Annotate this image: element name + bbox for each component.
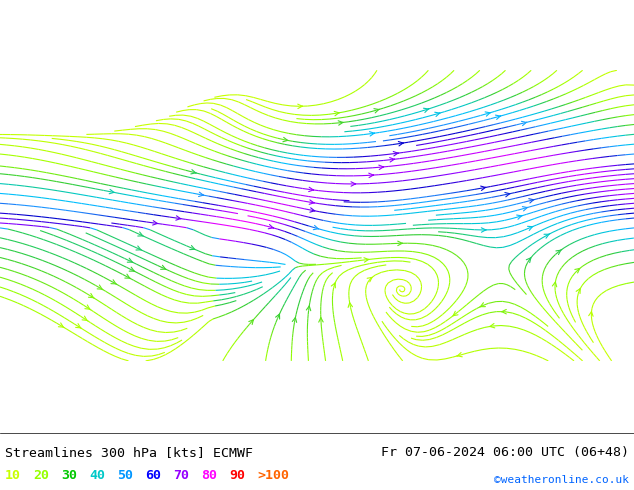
FancyArrowPatch shape — [521, 122, 527, 125]
FancyArrowPatch shape — [435, 112, 440, 117]
Text: >100: >100 — [257, 469, 289, 482]
FancyArrowPatch shape — [198, 192, 204, 196]
Text: 80: 80 — [201, 469, 217, 482]
FancyArrowPatch shape — [517, 215, 522, 219]
FancyArrowPatch shape — [424, 108, 429, 112]
FancyArrowPatch shape — [338, 121, 343, 125]
FancyArrowPatch shape — [393, 151, 398, 156]
FancyArrowPatch shape — [527, 226, 533, 230]
FancyArrowPatch shape — [453, 311, 458, 316]
FancyArrowPatch shape — [495, 115, 501, 120]
FancyArrowPatch shape — [398, 142, 403, 146]
FancyArrowPatch shape — [136, 246, 141, 250]
FancyArrowPatch shape — [82, 316, 88, 321]
FancyArrowPatch shape — [544, 234, 550, 238]
Text: 50: 50 — [117, 469, 133, 482]
FancyArrowPatch shape — [480, 303, 486, 307]
FancyArrowPatch shape — [268, 224, 274, 229]
FancyArrowPatch shape — [75, 323, 82, 328]
FancyArrowPatch shape — [481, 228, 486, 232]
FancyArrowPatch shape — [292, 318, 297, 322]
FancyArrowPatch shape — [390, 158, 394, 162]
FancyArrowPatch shape — [351, 182, 356, 186]
FancyArrowPatch shape — [309, 200, 314, 204]
FancyArrowPatch shape — [367, 277, 372, 282]
FancyArrowPatch shape — [109, 189, 114, 194]
Text: 30: 30 — [61, 469, 77, 482]
FancyArrowPatch shape — [348, 303, 353, 307]
FancyArrowPatch shape — [276, 314, 280, 319]
FancyArrowPatch shape — [306, 306, 311, 311]
FancyArrowPatch shape — [522, 207, 527, 211]
FancyArrowPatch shape — [125, 274, 131, 279]
FancyArrowPatch shape — [283, 137, 288, 142]
FancyArrowPatch shape — [332, 283, 335, 288]
FancyArrowPatch shape — [457, 352, 462, 357]
FancyArrowPatch shape — [589, 312, 593, 317]
FancyArrowPatch shape — [334, 111, 339, 116]
FancyArrowPatch shape — [526, 258, 531, 263]
Text: Streamlines 300 hPa [kts] ECMWF: Streamlines 300 hPa [kts] ECMWF — [5, 446, 253, 459]
Text: 90: 90 — [229, 469, 245, 482]
FancyArrowPatch shape — [160, 265, 166, 270]
FancyArrowPatch shape — [485, 112, 491, 116]
FancyArrowPatch shape — [552, 282, 557, 287]
FancyArrowPatch shape — [501, 310, 507, 314]
FancyArrowPatch shape — [364, 258, 369, 262]
FancyArrowPatch shape — [97, 285, 103, 290]
FancyArrowPatch shape — [313, 225, 319, 230]
FancyArrowPatch shape — [556, 249, 562, 255]
FancyArrowPatch shape — [529, 198, 534, 203]
Text: 70: 70 — [173, 469, 189, 482]
Text: Fr 07-06-2024 06:00 UTC (06+48): Fr 07-06-2024 06:00 UTC (06+48) — [381, 446, 629, 459]
FancyArrowPatch shape — [505, 193, 510, 197]
FancyArrowPatch shape — [191, 170, 196, 174]
FancyArrowPatch shape — [249, 319, 254, 324]
FancyArrowPatch shape — [575, 269, 579, 273]
FancyArrowPatch shape — [176, 216, 181, 220]
FancyArrowPatch shape — [89, 294, 94, 298]
FancyArrowPatch shape — [481, 186, 486, 191]
Text: 10: 10 — [5, 469, 21, 482]
FancyArrowPatch shape — [369, 173, 373, 177]
FancyArrowPatch shape — [129, 267, 135, 271]
FancyArrowPatch shape — [127, 258, 133, 263]
Text: 60: 60 — [145, 469, 161, 482]
FancyArrowPatch shape — [111, 280, 117, 284]
FancyArrowPatch shape — [370, 132, 375, 136]
Text: ©weatheronline.co.uk: ©weatheronline.co.uk — [494, 475, 629, 485]
Text: 20: 20 — [33, 469, 49, 482]
FancyArrowPatch shape — [398, 241, 403, 245]
FancyArrowPatch shape — [153, 220, 158, 225]
FancyArrowPatch shape — [190, 245, 195, 249]
FancyArrowPatch shape — [138, 232, 143, 236]
Text: 40: 40 — [89, 469, 105, 482]
FancyArrowPatch shape — [309, 187, 314, 192]
FancyArrowPatch shape — [319, 318, 323, 322]
FancyArrowPatch shape — [58, 323, 64, 328]
FancyArrowPatch shape — [489, 323, 495, 328]
FancyArrowPatch shape — [298, 104, 302, 109]
FancyArrowPatch shape — [576, 289, 580, 294]
FancyArrowPatch shape — [374, 109, 379, 113]
FancyArrowPatch shape — [378, 165, 384, 170]
FancyArrowPatch shape — [310, 208, 315, 212]
FancyArrowPatch shape — [85, 305, 91, 310]
